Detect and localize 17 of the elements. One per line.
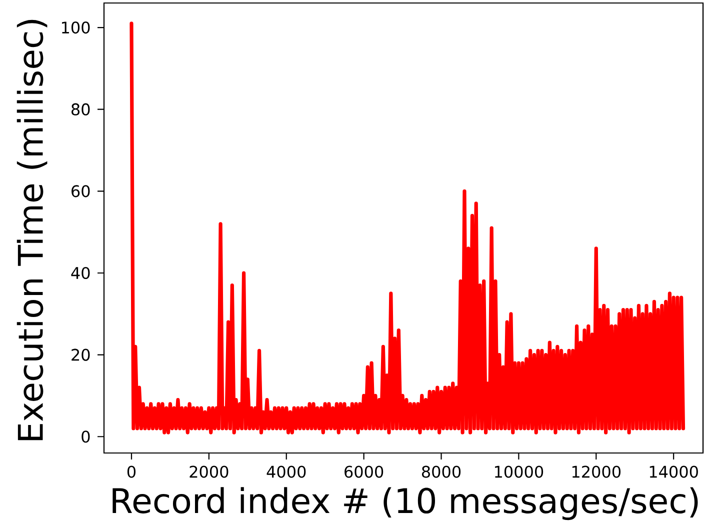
line-series: [130, 22, 686, 434]
y-tick-label: 40: [71, 266, 90, 280]
x-tick-label: 8000: [422, 466, 461, 478]
x-tick-label: 10000: [495, 466, 544, 478]
x-axis-title: Record index # (10 messages/sec): [112, 487, 698, 520]
y-tick-label: 100: [62, 21, 90, 34]
x-tick-label: 14000: [650, 466, 698, 478]
y-tick-label: 0: [82, 430, 90, 443]
y-tick-label: 20: [72, 348, 90, 361]
x-tick-label: 6000: [344, 466, 384, 478]
x-tick-label: 0: [127, 466, 136, 478]
y-tick-label: 60: [72, 185, 90, 198]
x-tick-label: 2000: [190, 466, 228, 478]
y-axis-title: Execution Time (millisec): [16, 20, 48, 440]
y-tick-label: 80: [72, 103, 90, 116]
x-tick-label: 4000: [266, 466, 306, 478]
x-tick-label: 12000: [572, 466, 621, 478]
